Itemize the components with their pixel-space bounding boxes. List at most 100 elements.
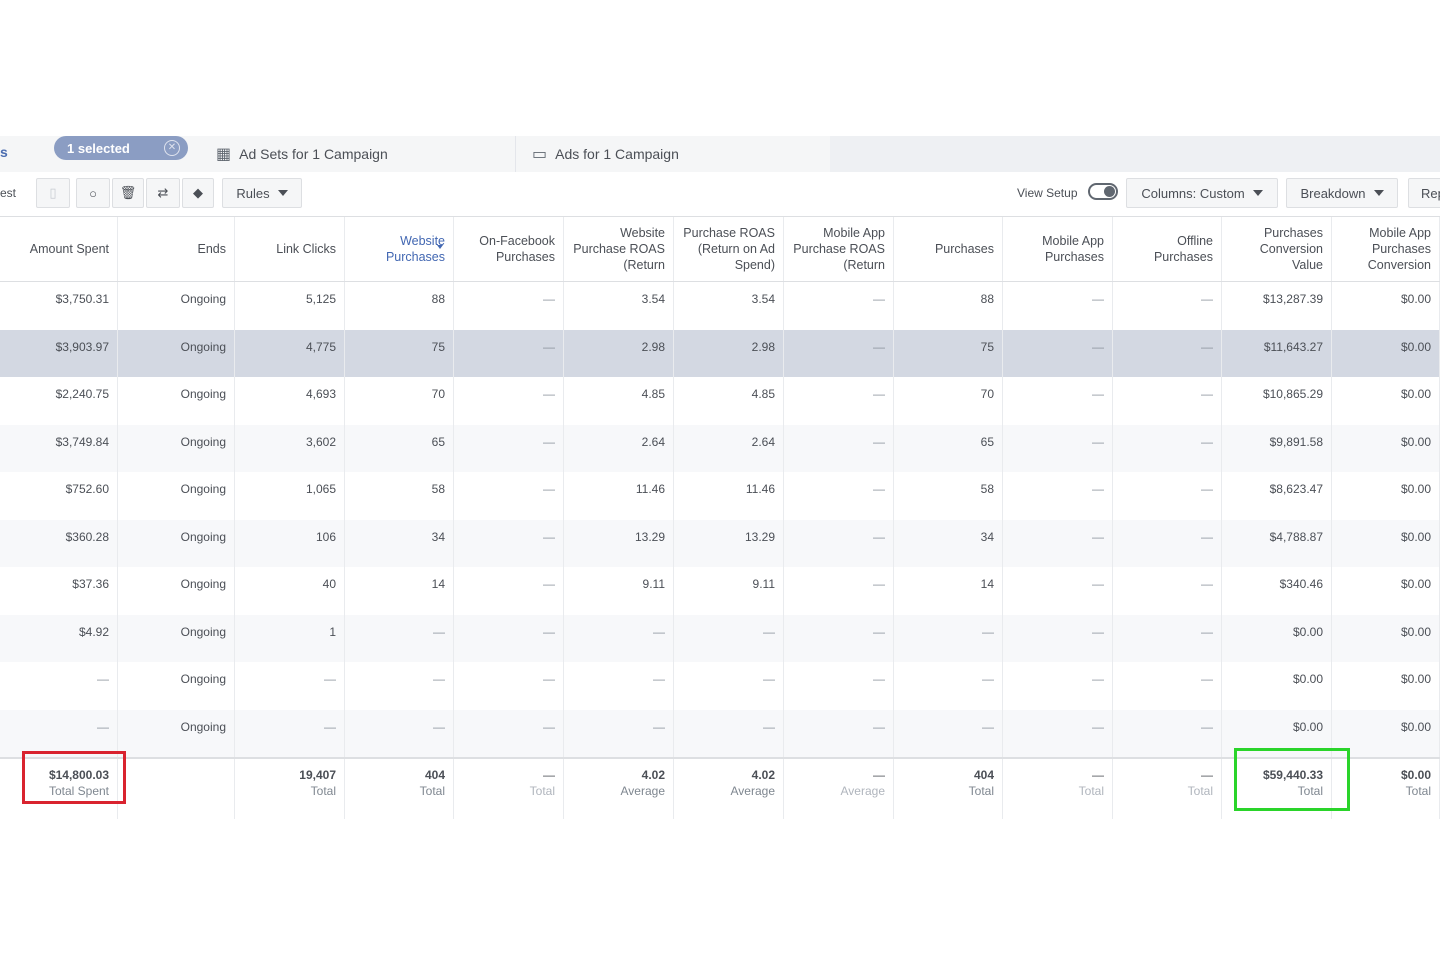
table-row[interactable]: — Ongoing — — — — — — — — — $0.00 $0.00 [0, 709, 1440, 757]
table-row[interactable]: $3,903.97 Ongoing 4,775 75—2.98 2.98—75— — $11… [0, 329, 1440, 377]
table-cell: Ongoing [118, 282, 235, 330]
table-cell: Ongoing [118, 329, 235, 377]
table-cell: $9,891.58 [1222, 424, 1332, 472]
conversion-value-highlight-box [1234, 748, 1350, 811]
table-cell: — [1113, 614, 1222, 662]
table-cell: $0.00 [1332, 329, 1440, 377]
refresh-button[interactable]: ○ [76, 178, 110, 208]
col-header-offline-purchases[interactable]: Offline Purchases [1113, 217, 1222, 281]
duplicate-button[interactable]: ▯ [36, 178, 70, 208]
table-cell: $752.60 [0, 472, 118, 520]
table-cell: 4,775 [235, 329, 345, 377]
table-cell: — [454, 519, 564, 567]
sort-descending-icon [437, 245, 443, 249]
total-cell: 404 Total [894, 759, 1003, 819]
table-cell: — [894, 709, 1003, 757]
table-row[interactable]: $3,750.31 Ongoing 5,125 88—3.54 3.54—88— — $13… [0, 282, 1440, 330]
total-cell: 19,407 Total [235, 759, 345, 819]
clear-selection-icon[interactable]: ✕ [164, 140, 180, 156]
table-cell: 88 [894, 282, 1003, 330]
col-header-ends[interactable]: Ends [118, 217, 235, 281]
table-cell: 75 [894, 329, 1003, 377]
total-value: — [873, 768, 885, 782]
total-value: 19,407 [299, 768, 336, 782]
delete-button[interactable]: 🗑 [112, 178, 144, 208]
table-cell: — [454, 662, 564, 710]
col-header-website-purchase-roas[interactable]: Website Purchase ROAS (Return [564, 217, 674, 281]
export-button[interactable]: ⇄ [146, 178, 180, 208]
total-cell: — Total [454, 759, 564, 819]
table-cell: — [1113, 329, 1222, 377]
col-header-on-facebook-purchases[interactable]: On-Facebook Purchases [454, 217, 564, 281]
table-cell: $2,240.75 [0, 377, 118, 425]
reports-label: Rep [1421, 185, 1440, 201]
table-cell: 3,602 [235, 424, 345, 472]
total-label: Total [1187, 784, 1213, 798]
total-spent-highlight-box [22, 751, 126, 804]
view-setup-toggle[interactable] [1088, 183, 1118, 200]
table-cell: — [454, 614, 564, 662]
total-value: — [1201, 768, 1213, 782]
table-cell: $0.00 [1332, 519, 1440, 567]
toolbar-left-cut[interactable]: est [0, 186, 17, 200]
col-header-mobile-app-purchase-roas[interactable]: Mobile App Purchase ROAS (Return [784, 217, 894, 281]
table-cell: 1 [235, 614, 345, 662]
table-cell: — [674, 662, 784, 710]
table-cell: — [1003, 567, 1113, 615]
total-value: 4.02 [751, 768, 775, 782]
table-cell: Ongoing [118, 567, 235, 615]
table-cell: $0.00 [1222, 709, 1332, 757]
col-header-mobile-app-purchases[interactable]: Mobile App Purchases [1003, 217, 1113, 281]
col-header-purchases[interactable]: Purchases [894, 217, 1003, 281]
tag-button[interactable]: ◆ [182, 178, 214, 208]
col-header-purchase-roas[interactable]: Purchase ROAS (Return on Ad Spend) [674, 217, 784, 281]
table-cell: 65 [894, 424, 1003, 472]
rules-button[interactable]: Rules [222, 178, 302, 208]
table-row[interactable]: $2,240.75 Ongoing 4,693 70—4.85 4.85—70— — $10… [0, 377, 1440, 425]
table-row[interactable]: $37.36 Ongoing 40 14—9.11 9.11—14— — $340.46 $0… [0, 567, 1440, 615]
reports-button[interactable]: Rep [1408, 178, 1440, 208]
col-header-mobile-app-purchases-conversion[interactable]: Mobile App Purchases Conversion [1332, 217, 1440, 281]
table-cell: — [1113, 282, 1222, 330]
table-row[interactable]: $3,749.84 Ongoing 3,602 65—2.64 2.64—65— — $9,… [0, 424, 1440, 472]
total-label: Average [620, 784, 665, 798]
table-row[interactable]: $4.92 Ongoing 1— — — — — — — — $0.00 $0.00 [0, 614, 1440, 662]
table-cell: $0.00 [1332, 662, 1440, 710]
columns-dropdown[interactable]: Columns: Custom [1126, 178, 1278, 208]
total-cell: $14,800.03 Total Spent [0, 759, 118, 819]
table-row[interactable]: $360.28 Ongoing 106 34—13.29 13.29—34— — $4,78… [0, 519, 1440, 567]
table-cell: — [1113, 377, 1222, 425]
col-header-amount-spent[interactable]: Amount Spent [0, 217, 118, 281]
total-label: Total [1078, 784, 1104, 798]
table-cell: — [784, 282, 894, 330]
col-header-link-clicks[interactable]: Link Clicks [235, 217, 345, 281]
breakdown-dropdown[interactable]: Breakdown [1286, 178, 1398, 208]
table-cell: 75 [345, 329, 454, 377]
total-label: Total [968, 784, 994, 798]
table-cell: 70 [894, 377, 1003, 425]
table-cell: $0.00 [1332, 377, 1440, 425]
table-row[interactable]: $752.60 Ongoing 1,065 58—11.46 11.46—58— — $8,… [0, 472, 1440, 520]
table-cell: 3.54 [674, 282, 784, 330]
tab-ad-sets[interactable]: ▦ Ad Sets for 1 Campaign [200, 136, 520, 172]
rules-label: Rules [236, 185, 270, 201]
total-value: $14,800.03 [48, 768, 109, 782]
tab-ads[interactable]: ▭ Ads for 1 Campaign [515, 136, 835, 172]
table-row[interactable]: — Ongoing — — — — — — — — — $0.00 $0.00 [0, 662, 1440, 710]
table-cell: — [235, 709, 345, 757]
total-cell: 404 Total [345, 759, 454, 819]
selection-pill[interactable]: 1 selected ✕ [54, 136, 188, 160]
table-cell: — [1003, 424, 1113, 472]
table-cell: 88 [345, 282, 454, 330]
col-header-purchases-conversion-value[interactable]: Purchases Conversion Value [1222, 217, 1332, 281]
col-header-website-purchases[interactable]: Website Purchases [345, 217, 454, 281]
table-cell: — [345, 709, 454, 757]
table-header: Amount Spent Ends Link Clicks Website Pu… [0, 216, 1440, 282]
total-label: Average [730, 784, 775, 798]
table-cell: 70 [345, 377, 454, 425]
table-cell: $0.00 [1332, 472, 1440, 520]
refresh-icon: ○ [89, 185, 97, 201]
table-cell: — [454, 709, 564, 757]
tab-campaigns-cut[interactable]: s [0, 144, 8, 160]
table-cell: $360.28 [0, 519, 118, 567]
